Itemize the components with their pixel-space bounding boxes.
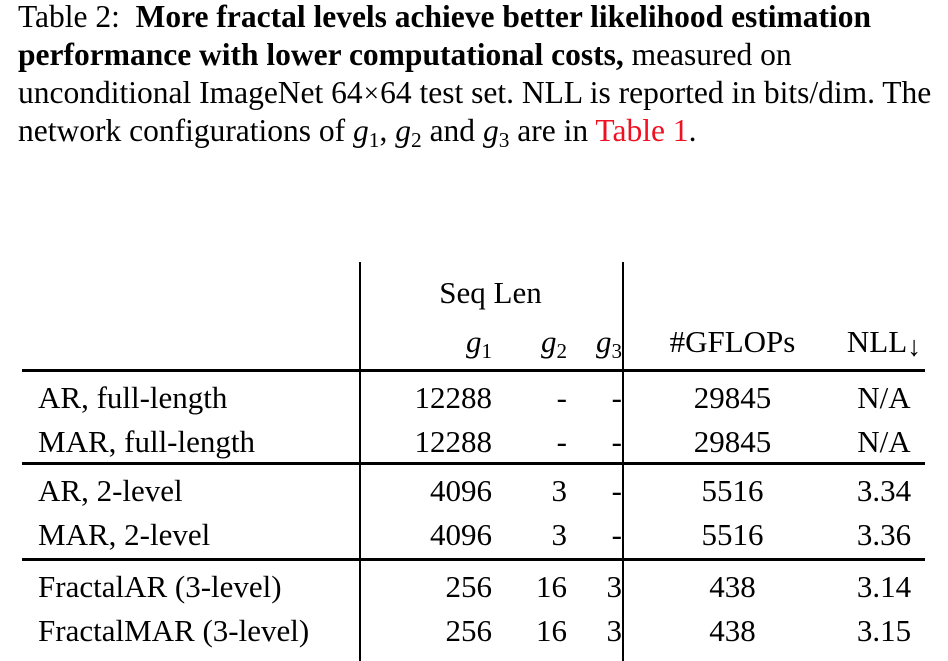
cell-seq-len-g3: - bbox=[611, 517, 622, 552]
column-header-g1-sub: 1 bbox=[481, 338, 492, 363]
table-caption: Table 2: More fractal levels achieve bet… bbox=[18, 0, 934, 153]
cell-model-name: MAR, 2-level bbox=[38, 517, 211, 552]
math-var-g1-sub: 1 bbox=[368, 128, 380, 153]
cell-model-name: AR, 2-level bbox=[38, 473, 183, 508]
cell-seq-len-g3: 3 bbox=[606, 613, 623, 648]
table-group-rule-2 bbox=[22, 558, 925, 561]
column-header-g3: g3 bbox=[567, 319, 622, 365]
cell-model-name: FractalAR (3-level) bbox=[38, 569, 282, 604]
cell-seq-len-g2: - bbox=[556, 424, 567, 459]
cell-seq-len-g3: - bbox=[611, 424, 622, 459]
math-var-g3-base: g bbox=[482, 113, 499, 149]
table-vertical-rule-1 bbox=[359, 262, 361, 661]
column-header-g1: g1 bbox=[359, 319, 492, 365]
table-row: FractalMAR (3-level) 256 16 3 438 3.15 bbox=[22, 608, 925, 654]
cell-seq-len-g3: - bbox=[611, 473, 622, 508]
math-var-g2: g2 bbox=[395, 113, 421, 152]
cell-model-name: AR, full-length bbox=[38, 380, 228, 415]
caption-text-part-3: are in bbox=[517, 113, 589, 149]
table-group-rule-1 bbox=[22, 462, 925, 465]
cell-seq-len-g2: 3 bbox=[551, 517, 568, 552]
cell-gflops: 29845 bbox=[693, 380, 772, 415]
arrow-down-icon: ↓ bbox=[907, 331, 922, 363]
cell-gflops: 29845 bbox=[693, 424, 772, 459]
table-row: MAR, full-length 12288 - - 29845 N/A bbox=[22, 419, 925, 465]
column-header-nll-text: NLL bbox=[846, 324, 908, 359]
cell-seq-len-g1: 12288 bbox=[414, 380, 493, 415]
column-header-g1-math: g1 bbox=[465, 324, 492, 363]
column-header-g2-sub: 2 bbox=[556, 338, 567, 363]
table-row: AR, full-length 12288 - - 29845 N/A bbox=[22, 375, 925, 421]
cell-seq-len-g1: 256 bbox=[445, 613, 493, 648]
table-row: MAR, 2-level 4096 3 - 5516 3.36 bbox=[22, 512, 925, 558]
cell-nll: 3.14 bbox=[856, 569, 912, 604]
cell-seq-len-g3: 3 bbox=[606, 569, 623, 604]
cell-gflops: 438 bbox=[709, 569, 756, 604]
cell-seq-len-g2: 16 bbox=[536, 569, 567, 604]
table-row: AR, 2-level 4096 3 - 5516 3.34 bbox=[22, 468, 925, 514]
caption-comma: , bbox=[379, 113, 388, 149]
caption-period: . bbox=[688, 113, 697, 149]
math-var-g1: g1 bbox=[353, 113, 379, 152]
cell-seq-len-g1: 4096 bbox=[430, 473, 492, 508]
cell-gflops: 438 bbox=[709, 613, 756, 648]
cell-seq-len-g2: 16 bbox=[536, 613, 567, 648]
column-header-g2: g2 bbox=[492, 319, 567, 365]
cell-seq-len-g1: 12288 bbox=[414, 424, 493, 459]
cell-nll: 3.15 bbox=[856, 613, 912, 648]
caption-text-part-1: measured on unconditional ImageNet 64 bbox=[18, 37, 792, 110]
cell-nll: 3.36 bbox=[856, 517, 912, 552]
math-var-g2-sub: 2 bbox=[411, 128, 422, 153]
cell-model-name: FractalMAR (3-level) bbox=[38, 613, 310, 648]
math-var-g1-base: g bbox=[353, 113, 369, 149]
column-header-gflops: #GFLOPs bbox=[669, 324, 796, 359]
cell-seq-len-g3: - bbox=[611, 380, 622, 415]
column-header-g2-base: g bbox=[540, 324, 557, 359]
cell-seq-len-g1: 4096 bbox=[430, 517, 492, 552]
cell-nll: 3.34 bbox=[856, 473, 912, 508]
results-table: Seq Len g1 g2 g3 #GFLOPs NLL↓ AR, full-l… bbox=[22, 262, 925, 661]
column-header-g2-math: g2 bbox=[540, 324, 567, 363]
caption-bold-text: More fractal levels achieve better likel… bbox=[18, 0, 872, 72]
caption-text-part-2: 64 test set. NLL is reported in bits/dim… bbox=[18, 75, 932, 149]
cell-seq-len-g1: 256 bbox=[445, 569, 493, 604]
cell-gflops: 5516 bbox=[701, 517, 764, 552]
math-var-g3-sub: 3 bbox=[498, 128, 510, 153]
cell-nll: N/A bbox=[857, 424, 911, 459]
cell-gflops: 5516 bbox=[701, 473, 764, 508]
math-var-g3: g3 bbox=[482, 113, 509, 152]
table-vertical-rule-2 bbox=[622, 262, 624, 661]
column-header-g1-base: g bbox=[465, 324, 482, 359]
cell-seq-len-g2: - bbox=[556, 380, 567, 415]
cell-nll: N/A bbox=[857, 380, 911, 415]
caption-and: and bbox=[429, 113, 476, 149]
cell-seq-len-g2: 3 bbox=[551, 473, 568, 508]
column-header-g3-base: g bbox=[595, 324, 612, 359]
table-1-reference-link[interactable]: Table 1 bbox=[595, 113, 689, 149]
table-row: FractalAR (3-level) 256 16 3 438 3.14 bbox=[22, 564, 925, 610]
cell-model-name: MAR, full-length bbox=[38, 424, 255, 459]
column-header-g3-math: g3 bbox=[595, 324, 622, 363]
column-header-nll: NLL↓ bbox=[843, 319, 925, 365]
column-group-header-seq-len: Seq Len bbox=[439, 275, 542, 310]
caption-space-1 bbox=[120, 0, 136, 34]
multiplication-sign: × bbox=[363, 78, 380, 109]
math-var-g2-base: g bbox=[395, 113, 411, 149]
caption-label: Table 2: bbox=[18, 0, 120, 34]
column-header-g3-sub: 3 bbox=[611, 338, 622, 363]
table-header-rule bbox=[22, 369, 925, 372]
